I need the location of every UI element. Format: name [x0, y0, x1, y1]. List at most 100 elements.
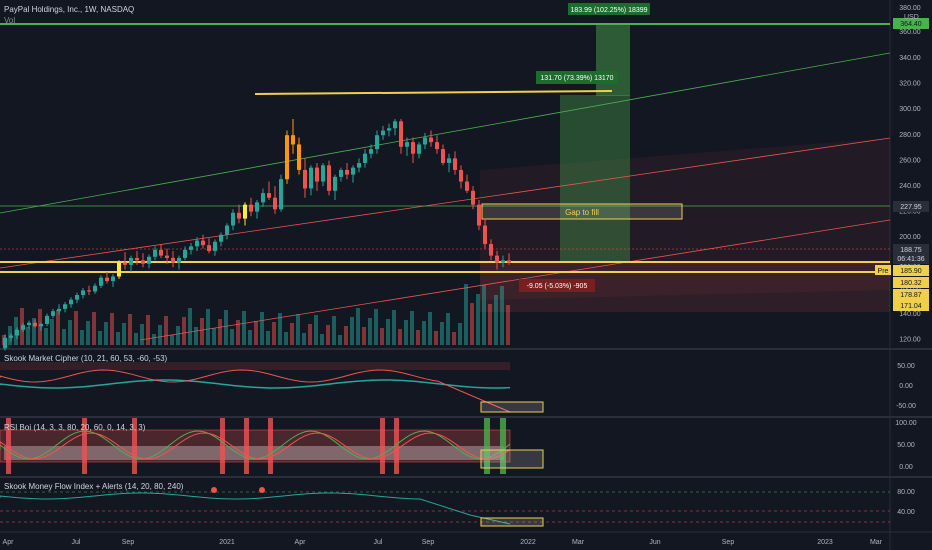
volume-bar — [386, 319, 390, 345]
mfi-box[interactable] — [480, 517, 544, 527]
volume-bar — [164, 316, 168, 345]
volume-bar — [254, 321, 258, 345]
volume-bar — [152, 334, 156, 345]
volume-bar — [302, 333, 306, 345]
channel-line-mid — [0, 137, 891, 269]
volume-bar — [248, 330, 252, 345]
volume-bar — [506, 305, 510, 345]
mc-box[interactable] — [480, 401, 544, 413]
volume-bar — [410, 311, 414, 345]
candle-body — [495, 255, 499, 263]
candle-body — [129, 257, 133, 265]
volume-bar — [218, 319, 222, 345]
volume-bar — [212, 328, 216, 345]
volume-bar — [266, 331, 270, 345]
volume-bar — [80, 330, 84, 345]
price-tag-label: 185.90 — [900, 268, 922, 275]
red-zone — [480, 138, 890, 300]
candle-body — [303, 169, 307, 189]
candle-body — [105, 277, 109, 282]
volume-bar — [428, 312, 432, 345]
rsi-tick: 100.00 — [895, 420, 917, 427]
volume-bar — [224, 310, 228, 345]
candle-body — [207, 245, 211, 251]
mc-tick: 50.00 — [897, 363, 915, 370]
price-tick: 300.00 — [899, 106, 921, 113]
volume-bar — [482, 285, 486, 345]
candle-body — [405, 142, 409, 147]
candle-body — [291, 135, 295, 145]
volume-bar — [338, 335, 342, 345]
candle-body — [51, 311, 55, 316]
mfi-title: Skook Money Flow Index + Alerts (14, 20,… — [4, 482, 184, 491]
candle-body — [57, 308, 61, 312]
candle-body — [447, 158, 451, 163]
mfi-tick: 80.00 — [897, 489, 915, 496]
price-tag — [893, 300, 929, 311]
candle-body — [183, 249, 187, 258]
candle-body — [141, 260, 145, 264]
volume-bar — [296, 314, 300, 345]
candle-body — [69, 299, 73, 305]
volume-bar — [8, 326, 12, 345]
price-tick: 240.00 — [899, 183, 921, 190]
volume-bar — [134, 333, 138, 345]
volume-bar — [362, 327, 366, 345]
candle-body — [279, 179, 283, 210]
candle-body — [81, 290, 85, 295]
mc-tick: 0.00 — [899, 383, 913, 390]
rsi-tick: 50.00 — [897, 442, 915, 449]
candle-body — [399, 121, 403, 147]
price-tag — [893, 18, 929, 29]
volume-bar — [374, 309, 378, 345]
time-tick: 2023 — [817, 539, 833, 546]
down-measure-label: -9.05 (-5.03%) -905 — [527, 283, 588, 290]
volume-bar — [104, 322, 108, 345]
volume-bar — [86, 321, 90, 345]
candle-body — [39, 323, 43, 327]
candle-body — [351, 167, 355, 175]
volume-bar — [422, 321, 426, 345]
price-tick: 160.00 — [899, 285, 921, 292]
candle-body — [99, 277, 103, 286]
rsi-signal-red — [82, 418, 87, 474]
candle-body — [369, 149, 373, 154]
rsi-signal-red — [394, 418, 399, 474]
pre-label: Pre — [878, 268, 889, 275]
volume-bar — [98, 331, 102, 345]
mc-tick: -50.00 — [896, 403, 916, 410]
candle-body — [15, 329, 19, 336]
volume-bar — [404, 320, 408, 345]
mc-band — [0, 362, 510, 370]
mc-wave — [0, 379, 511, 389]
time-tick: Mar — [572, 539, 585, 546]
candle-body — [429, 137, 433, 143]
time-tick: 2022 — [520, 539, 536, 546]
mfi-alert-dot — [211, 487, 217, 493]
gap-box[interactable] — [481, 203, 683, 220]
volume-bar — [398, 329, 402, 345]
volume-bar — [440, 322, 444, 345]
time-tick: Sep — [722, 539, 735, 546]
volume-bar — [206, 309, 210, 345]
candle-body — [297, 144, 301, 170]
price-tag — [893, 244, 929, 255]
top-trendline — [254, 90, 613, 95]
volume-bar — [92, 312, 96, 345]
mfi-tick: 40.00 — [897, 509, 915, 516]
volume-bar — [116, 332, 120, 345]
time-tick: Apr — [3, 539, 15, 546]
candle-body — [459, 169, 463, 182]
candle-body — [465, 181, 469, 191]
volume-bar — [68, 320, 72, 345]
rsi-box[interactable] — [480, 449, 544, 469]
volume-bar — [500, 286, 504, 345]
candle-body — [453, 158, 457, 170]
volume-bar — [200, 318, 204, 345]
candle-body — [501, 260, 505, 263]
candle-body — [423, 137, 427, 145]
gap-label: Gap to fill — [565, 208, 599, 217]
volume-bar — [194, 327, 198, 345]
